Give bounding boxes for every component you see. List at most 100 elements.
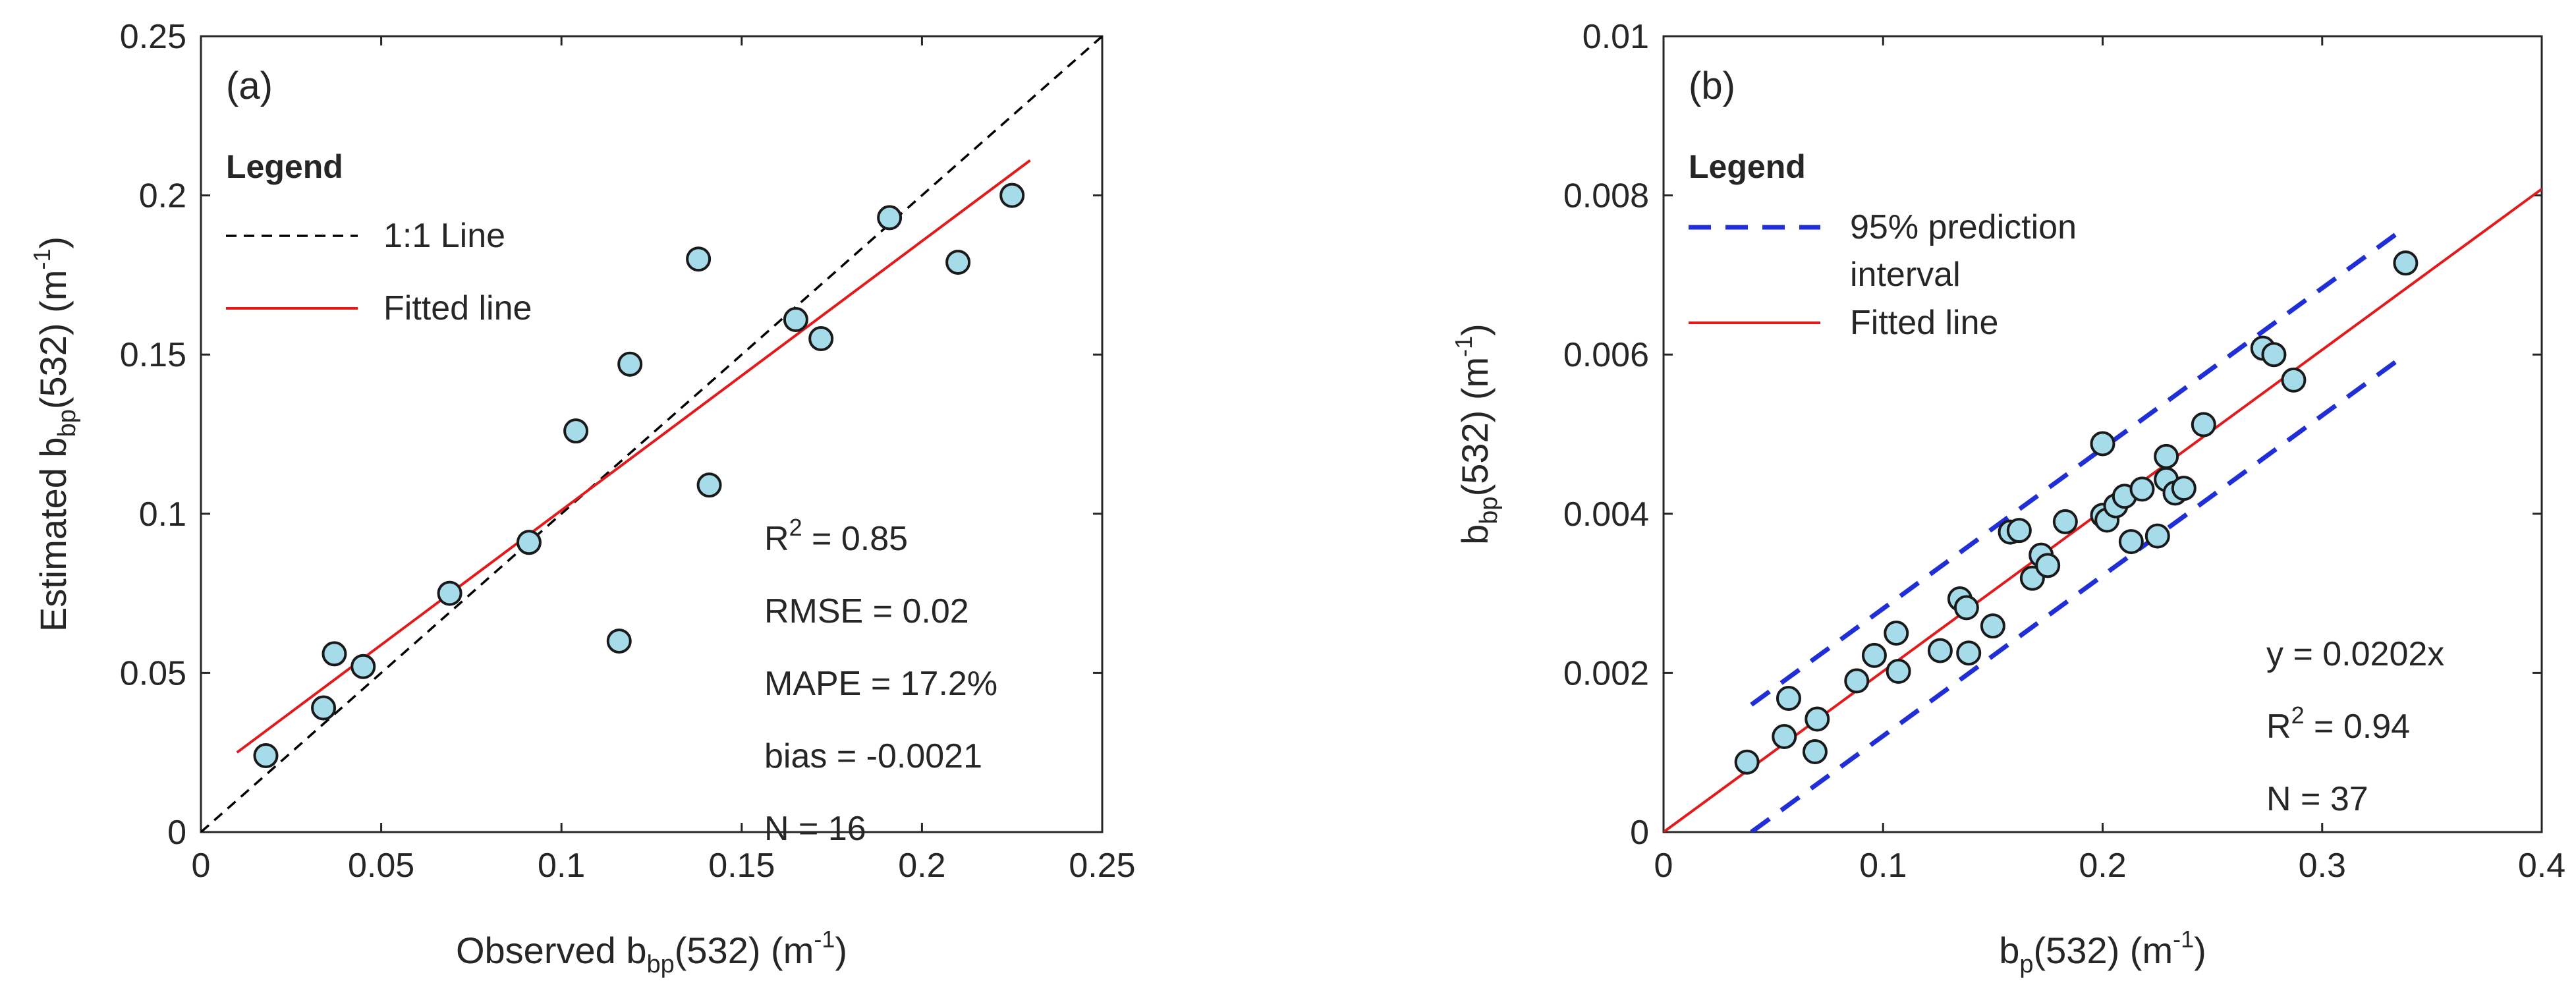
x-tick-label: 0.4	[2518, 847, 2565, 885]
data-point	[2154, 443, 2179, 469]
fitted-line	[236, 159, 1031, 754]
x-tick-label: 0.1	[1859, 847, 1907, 885]
y-tick-label: 0.002	[1563, 654, 1649, 692]
stat-sup: 2	[2291, 702, 2305, 729]
x-axis-title-sub: p	[2019, 951, 2033, 978]
y-tick-label: 0.008	[1563, 177, 1649, 215]
x-axis-title-sup: -1	[2173, 926, 2194, 953]
data-point	[2118, 529, 2144, 555]
stat-base: R	[764, 520, 789, 558]
stat-line: N = 37	[2266, 780, 2368, 818]
y-axis-title-rest: (532) (m	[1454, 357, 1496, 497]
data-point	[617, 351, 643, 377]
data-point	[2191, 412, 2216, 437]
stat-line: R2 = 0.85	[764, 514, 908, 558]
y-tick-label: 0.01	[1582, 18, 1649, 56]
x-axis-title-sup: -1	[814, 926, 835, 953]
data-point	[1861, 642, 1887, 668]
x-axis-title-end: )	[835, 930, 847, 971]
data-point	[1776, 686, 1801, 712]
stat-base: N = 37	[2266, 780, 2368, 818]
y-axis-title-rest: (532) (m	[32, 270, 74, 410]
data-point	[311, 695, 337, 721]
x-tick-label: 0	[1654, 847, 1673, 885]
legend: Legend 95% prediction interval Fitted line	[1689, 148, 2077, 342]
data-point	[2144, 523, 2170, 549]
x-axis-title-main: b	[1999, 930, 2019, 971]
y-axis-title-end: )	[32, 237, 74, 249]
data-point	[945, 250, 971, 275]
legend-label: 1:1 Line	[383, 217, 505, 255]
y-axis-title-sub: bp	[53, 409, 81, 437]
y-axis-title-end: )	[1454, 323, 1496, 336]
panel-label: (b)	[1689, 65, 1735, 107]
data-point	[1772, 724, 1797, 750]
x-axis-title: Observed bbp(532) (m-1)	[456, 926, 847, 978]
y-axis-title-main: Estimated b	[32, 437, 74, 632]
data-point	[783, 307, 808, 333]
data-point	[2393, 250, 2419, 276]
y-axis-title-sup: -1	[28, 249, 55, 270]
legend-title: Legend	[226, 148, 343, 185]
x-tick-label: 0.25	[1069, 847, 1135, 885]
data-point	[1884, 621, 1909, 646]
y-tick-label: 0	[1630, 814, 1649, 852]
x-tick-label: 0.2	[2079, 847, 2126, 885]
data-point	[1953, 595, 1979, 621]
x-tick-label: 0	[192, 847, 211, 885]
stat-line: y = 0.0202x	[2266, 635, 2444, 673]
data-point	[1734, 749, 1760, 775]
data-point	[999, 182, 1025, 208]
data-point	[2052, 509, 2078, 534]
y-tick-label: 0.05	[120, 654, 186, 692]
chart-panel-b: 0 0.1 0.2 0.3 0.4 0 0.002 0.004 0.006 0.008 0.01 (b…	[1450, 18, 2565, 978]
data-point	[808, 326, 834, 352]
legend-label: Fitted line	[383, 289, 532, 327]
data-point	[2035, 553, 2061, 578]
y-axis-title-sub: bp	[1475, 496, 1503, 524]
x-axis-title-rest: (532) (m	[675, 930, 814, 971]
stat-base: bias = -0.0021	[764, 737, 982, 775]
data-point	[2261, 342, 2287, 368]
x-tick-label: 0.3	[2299, 847, 2346, 885]
x-axis-title-main: Observed b	[456, 930, 647, 971]
x-axis-title-end: )	[2194, 930, 2206, 971]
data-point	[516, 530, 542, 555]
y-axis-title: Estimated bbp(532) (m-1)	[28, 237, 81, 632]
data-point	[696, 472, 722, 498]
legend-label-line2: interval	[1850, 256, 1961, 294]
legend-label: 95% prediction	[1850, 208, 2077, 246]
stat-sup: 2	[789, 514, 802, 541]
x-tick-label: 0.05	[348, 847, 414, 885]
stat-base: RMSE = 0.02	[764, 592, 969, 630]
x-tick-label: 0.15	[708, 847, 775, 885]
legend-title: Legend	[1689, 148, 1806, 185]
data-point	[606, 629, 632, 654]
x-axis-title-sub: bp	[646, 951, 674, 978]
data-point	[2006, 518, 2032, 544]
legend: Legend 1:1 Line Fitted line	[226, 148, 532, 327]
y-tick-label: 0.15	[120, 336, 186, 374]
y-tick-label: 0.2	[139, 177, 186, 215]
x-tick-label: 0.2	[898, 847, 945, 885]
x-axis-title-rest: (532) (m	[2034, 930, 2173, 971]
data-point	[2281, 367, 2307, 393]
y-axis-title: bbp(532) (m-1)	[1450, 323, 1503, 545]
stats-block: y = 0.0202x R2 = 0.94 N = 37	[2266, 635, 2444, 818]
panel-label: (a)	[226, 65, 273, 107]
stats-block: R2 = 0.85 RMSE = 0.02 MAPE = 17.2% bias = -…	[764, 514, 997, 848]
stat-line: N = 16	[764, 810, 866, 848]
data-point	[1956, 640, 1982, 666]
stat-rest: = 0.85	[802, 520, 908, 558]
stat-base: MAPE = 17.2%	[764, 665, 997, 703]
chart-panel-a: 0 0.05 0.1 0.15 0.2 0.25 0 0.05 0.1 0.15 0.2 0.25 (a…	[28, 18, 1136, 978]
legend-label: Fitted line	[1850, 304, 1998, 342]
x-axis-title: bp(532) (m-1)	[1999, 926, 2206, 978]
data-point	[1805, 706, 1830, 732]
stat-rest: = 0.94	[2305, 708, 2410, 746]
stat-base: N = 16	[764, 810, 866, 848]
data-point	[2171, 476, 2197, 501]
data-point	[2090, 431, 2115, 457]
y-axis-title-main: b	[1454, 524, 1496, 545]
